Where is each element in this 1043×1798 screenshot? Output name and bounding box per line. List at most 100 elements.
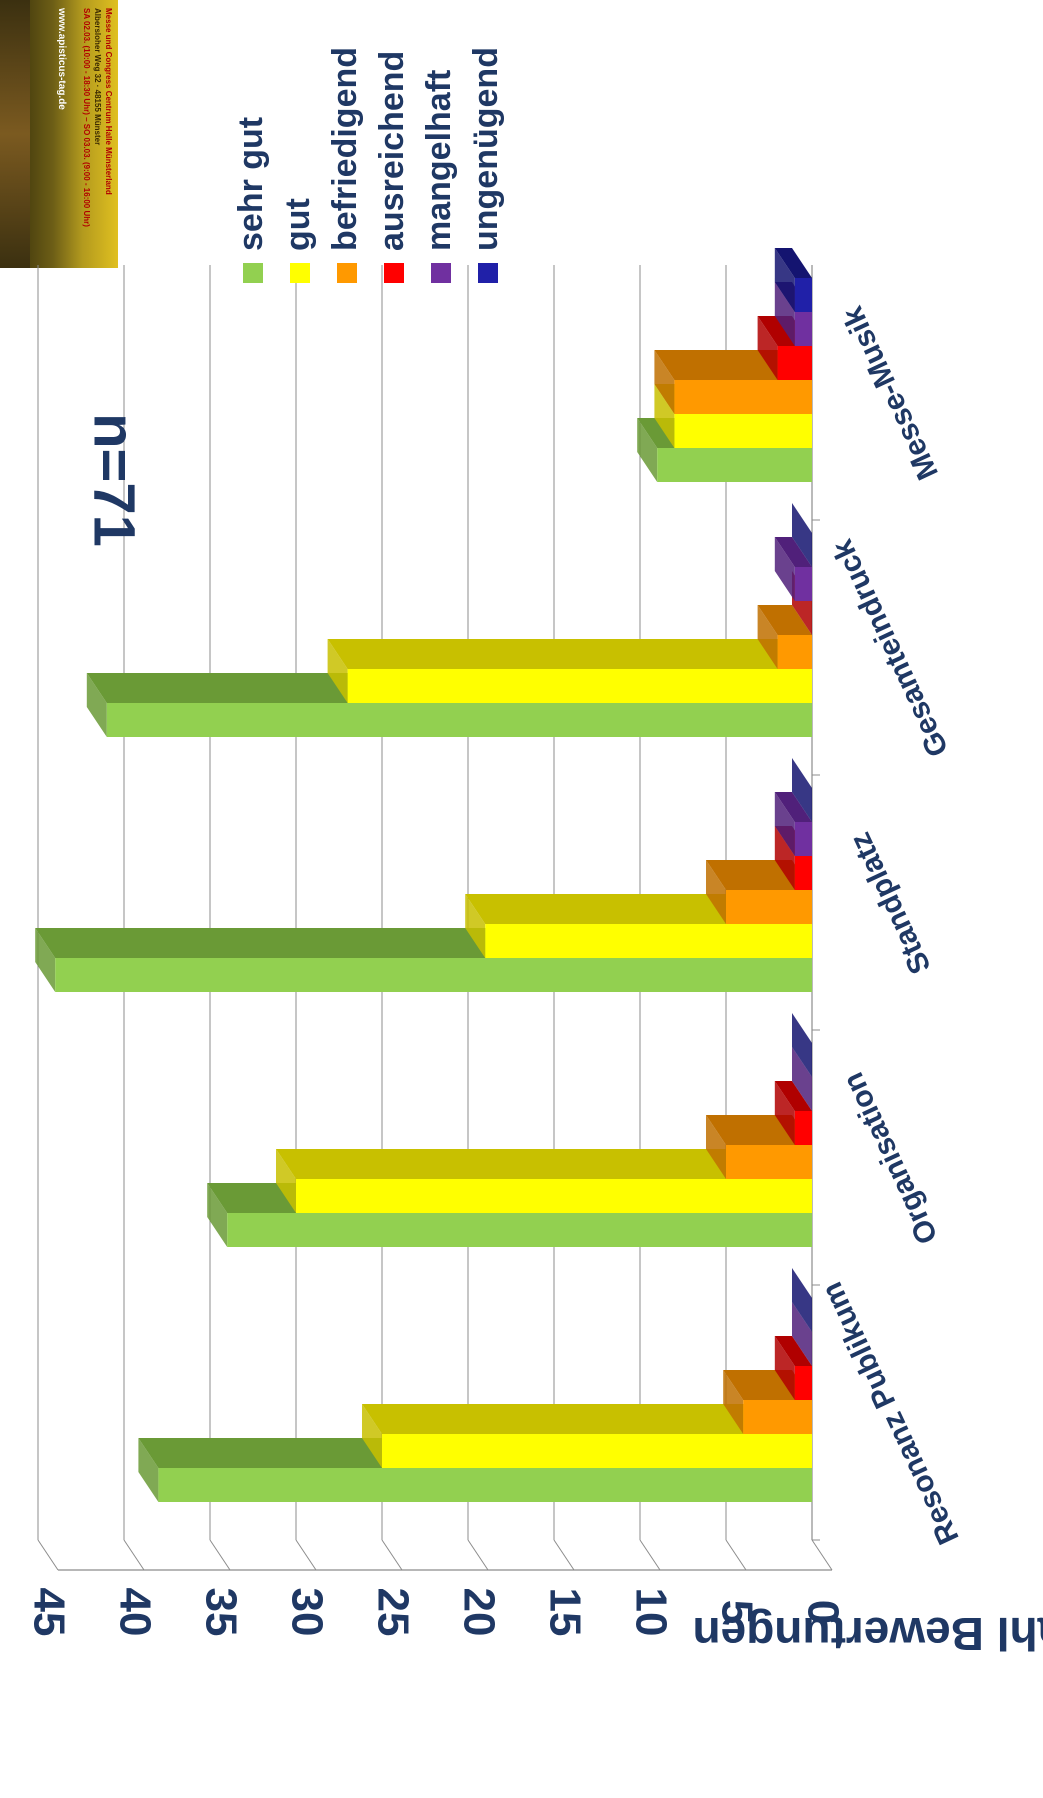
bar-end-face [207,1183,228,1247]
bar-end-face [706,1115,726,1179]
bar-end-face [774,248,795,312]
y-tick-label: 35 [196,1588,245,1637]
bar-top-face [774,792,812,822]
bar-top-face [774,1336,812,1366]
bar-end-face [327,639,348,703]
bar-end-face [774,826,795,890]
grid-floor-line [725,1539,747,1571]
legend-label: mangelhaft [420,70,458,251]
bar [794,567,812,601]
bar-end-face [654,384,675,448]
y-tick-label: 5 [712,1600,761,1624]
category-label: Resonanz Publikum [815,1277,965,1549]
category-label: Gesamteindruck [826,534,955,761]
bar [382,1434,812,1468]
bar-top-face [757,605,812,635]
grid-floor-line [467,1539,489,1571]
bar-top-face [774,1081,812,1111]
legend-label: ausreichend [373,51,411,251]
bar [794,856,812,890]
grid-floor-line [639,1539,661,1571]
category-label: Organisation [837,1067,945,1249]
legend-label: sehr gut [232,117,270,251]
category-label: Messe-Musik [836,301,945,484]
bar [55,958,812,992]
bar-top-face [276,1149,812,1179]
bar-end-face [723,1370,744,1434]
bar [777,346,812,380]
bar-end-face [138,1438,159,1502]
y-tick-label: 25 [368,1588,417,1637]
bar-end-face [792,1047,812,1111]
bar [347,669,812,703]
chart-title: n=71 [82,413,147,547]
grid-floor-line [553,1539,575,1571]
bar-top-face [774,248,812,278]
bar [674,414,812,448]
bar [485,924,812,958]
bar-end-face [792,1302,812,1366]
bar-end-face [774,537,795,601]
bar [726,890,812,924]
bar [296,1179,812,1213]
bar-top-face [774,537,812,567]
bar [726,1145,812,1179]
legend-swatch [478,263,498,283]
y-tick-label: 45 [24,1588,73,1637]
bar-end-face [757,605,778,669]
bar-top-face [327,639,812,669]
legend-label: ungenügend [467,47,505,251]
bar-end-face [637,418,658,482]
grid-floor-line [37,1539,59,1571]
legend-swatch [290,263,310,283]
bar [794,278,812,312]
legend-swatch [243,263,263,283]
bar-end-face [757,316,778,380]
bar-end-face [774,792,795,856]
bar-end-face [792,503,812,567]
legend: sehr gut gut befriedigend ausreichend mangel… [232,47,505,283]
bar-end-face [792,758,812,822]
grid-floor-line [381,1539,403,1571]
bar [777,635,812,669]
legend-swatch [384,263,404,283]
bar [794,1366,812,1400]
bar-end-face [654,350,675,414]
bar [657,448,812,482]
grid-floor-line [295,1539,317,1571]
bar-end-face [35,928,56,992]
y-tick-label: 0 [798,1600,847,1624]
grid-floor-line [811,1539,833,1571]
legend-label: befriedigend [326,47,364,251]
event-logo: Messe und Congress Centrum Halle Münster… [0,0,118,268]
y-tick-label: 30 [282,1588,331,1637]
y-tick-label: 10 [626,1588,675,1637]
y-tick-label: 20 [454,1588,503,1637]
grid-floor-line [123,1539,145,1571]
bar-end-face [706,860,726,924]
legend-swatch [337,263,357,283]
y-tick-label: 40 [110,1588,159,1637]
bar [227,1213,812,1247]
category-label: Standplatz [844,827,938,978]
bar-end-face [465,894,486,958]
bars [35,248,813,1502]
bar-end-face [362,1404,382,1468]
bar-end-face [774,1336,795,1400]
y-axis-title: Anzahl Bewertungen [693,1608,1043,1660]
bar [674,380,812,414]
bar-end-face [774,282,795,346]
bar [794,312,812,346]
bar [743,1400,812,1434]
bar [106,703,813,737]
bar-end-face [792,1013,812,1077]
legend-swatch [431,263,451,283]
bar-end-face [86,673,107,737]
legend-label: gut [279,198,317,251]
bar-end-face [792,1268,812,1332]
bar [794,1111,812,1145]
bar [794,822,812,856]
y-tick-label: 15 [540,1588,589,1637]
bar [158,1468,812,1502]
